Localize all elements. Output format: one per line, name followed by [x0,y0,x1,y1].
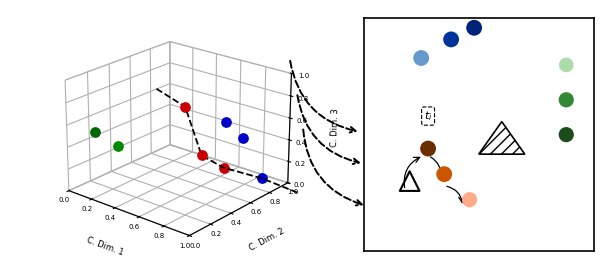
Polygon shape [479,122,525,154]
Point [561,98,571,102]
Point [469,26,479,30]
Point [561,133,571,137]
Point [561,63,571,67]
Point [446,37,456,41]
Point [416,56,426,60]
Text: $t_i$: $t_i$ [424,109,432,123]
Point [405,179,415,183]
Point [423,147,433,151]
X-axis label: C. Dim. 1: C. Dim. 1 [85,235,124,257]
Point [439,172,449,176]
Y-axis label: C. Dim. 2: C. Dim. 2 [248,227,286,253]
Point [465,197,474,202]
